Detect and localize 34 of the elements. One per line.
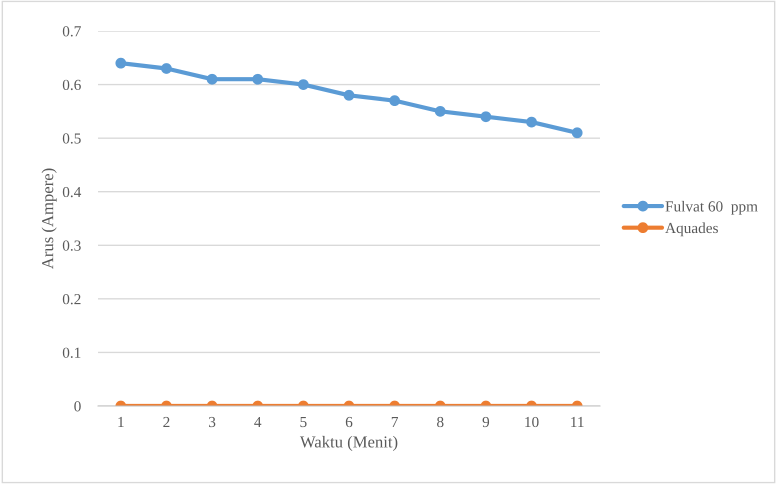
point <box>115 58 126 69</box>
point <box>206 74 218 85</box>
point <box>480 111 492 122</box>
x-tick-label: 11 <box>571 416 584 428</box>
legend-label: Fulvat 60 ppm <box>665 200 758 215</box>
legend-label: Aquades <box>665 222 718 236</box>
point <box>161 63 172 74</box>
y-tick-label: 0.2 <box>62 294 80 304</box>
point <box>252 74 264 85</box>
x-tick-label: 4 <box>254 416 262 428</box>
y-tick-label: 0.6 <box>62 80 81 90</box>
y-tick-label: 0.5 <box>62 133 81 144</box>
x-tick-label: 6 <box>346 416 352 428</box>
y-tick-label: 0.7 <box>62 26 81 37</box>
y-tick-label: 0.4 <box>62 186 82 198</box>
x-tick-label: 7 <box>392 417 398 428</box>
point <box>526 116 537 128</box>
x-tick-label: 9 <box>482 416 490 428</box>
x-tick-label: 2 <box>163 416 170 428</box>
x-tick-label: 5 <box>300 417 307 428</box>
y-tick-label: 0 <box>74 401 81 412</box>
x-tick-label: 8 <box>437 416 444 428</box>
x-tick-label: 1 <box>118 416 124 428</box>
point <box>389 95 400 106</box>
x-tick-label: 3 <box>209 416 216 428</box>
y-tick-label: 0.1 <box>62 348 80 358</box>
y-axis-title: Arus (Ampere) <box>42 168 57 270</box>
point <box>344 90 354 101</box>
point <box>434 106 446 117</box>
point <box>298 79 309 90</box>
x-axis-title: Waktu (Menit) <box>300 436 398 451</box>
y-tick-label: 0.3 <box>62 240 81 251</box>
x-tick-label: 10 <box>525 416 539 428</box>
point <box>572 127 583 138</box>
